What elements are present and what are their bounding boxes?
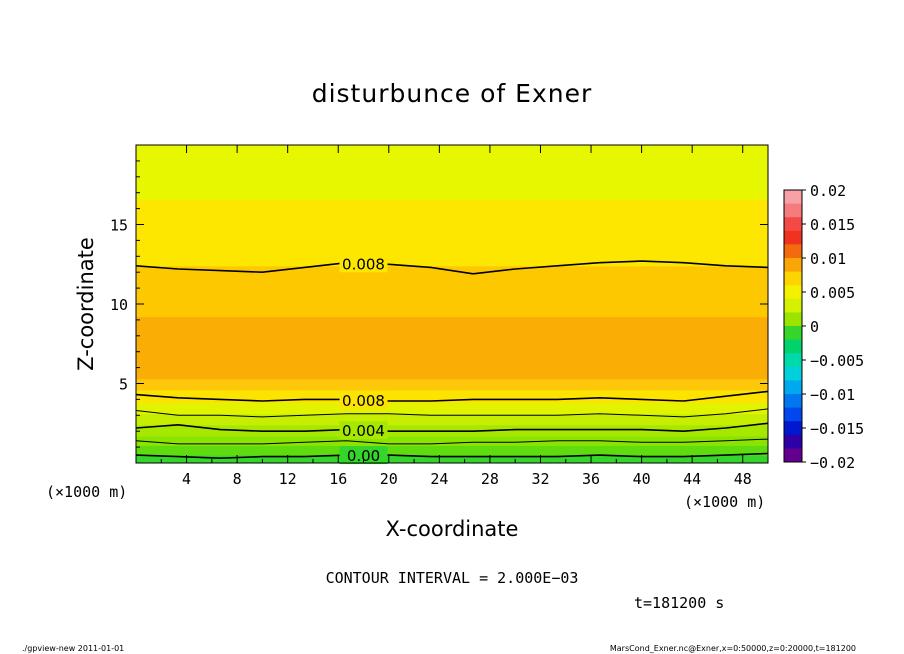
- contour-band-0: [136, 455, 768, 464]
- colorbar-segment-11: [784, 339, 802, 354]
- colorbar-label: 0.01: [810, 250, 846, 268]
- colorbar-label: 0: [810, 318, 819, 336]
- colorbar-segment-15: [784, 394, 802, 408]
- colorbar-segment-16: [784, 407, 802, 422]
- contour-lines: 0.008 0.008 0.004 0.00: [135, 254, 769, 465]
- colorbar-label: 0.005: [810, 284, 855, 302]
- contour-line-1: [135, 390, 769, 402]
- x-tick-label: 32: [531, 470, 549, 488]
- colorbar-segment-4: [784, 244, 802, 259]
- contour-label-bg-0: [339, 254, 388, 273]
- colorbar-segment-2: [784, 217, 802, 232]
- colorbar-segment-19: [784, 448, 802, 463]
- contour-label-bg-5: [339, 446, 388, 465]
- x-axis-label: X-coordinate: [386, 517, 519, 541]
- contour-line-5: [135, 452, 769, 460]
- colorbar-segment-17: [784, 421, 802, 436]
- filled-contour-bands: [136, 145, 768, 464]
- contour-band-5: [136, 402, 768, 415]
- contour-band-4: [136, 413, 768, 426]
- x-tick-label: 4: [182, 470, 191, 488]
- colorbar-segment-14: [784, 380, 802, 395]
- colorbar-segment-9: [784, 312, 802, 327]
- contour-band-8: [136, 316, 768, 380]
- contour-label-1: 0.008: [342, 392, 385, 410]
- colorbar-segment-0: [784, 190, 802, 204]
- colorbar-labels: 0.02 0.015 0.01 0.005 0 −0.005 −0.01 −0.015 −0.0…: [802, 182, 864, 472]
- y-axis-ticks: 5 10 15: [110, 160, 768, 448]
- x-tick-label: 12: [279, 470, 297, 488]
- colorbar-segment-7: [784, 285, 802, 300]
- colorbar-label: 0.015: [810, 216, 855, 234]
- x-tick-label: 28: [481, 470, 499, 488]
- colorbar-label: −0.01: [810, 386, 855, 404]
- colorbar-segment-10: [784, 326, 802, 340]
- x-tick-label: 16: [329, 470, 347, 488]
- contour-label-bg-1: [339, 391, 388, 410]
- contour-label-5: 0.00: [347, 447, 380, 465]
- y-axis-label: Z-coordinate: [74, 237, 98, 371]
- colorbar-segment-18: [784, 434, 802, 449]
- colorbar: [784, 190, 802, 463]
- colorbar-segment-1: [784, 203, 802, 218]
- contour-band-1: [136, 445, 768, 456]
- chart-title: disturbunce of Exner: [312, 79, 593, 108]
- contour-line-3: [135, 422, 769, 433]
- contour-label-bg-3: [339, 421, 388, 440]
- contour-line-0: [135, 260, 769, 275]
- y-tick-label: 15: [110, 217, 128, 235]
- x-unit-label-right: (×1000 m): [684, 493, 765, 511]
- contour-band-2: [136, 435, 768, 447]
- footer-left: ./gpview-new 2011-01-01: [22, 644, 124, 653]
- x-tick-label: 24: [430, 470, 448, 488]
- colorbar-label: −0.015: [810, 420, 864, 438]
- colorbar-label: −0.005: [810, 352, 864, 370]
- time-stamp: t=181200 s: [634, 594, 724, 612]
- footer-right: MarsCond_Exner.nc@Exner,x=0:50000,z=0:20…: [610, 644, 856, 653]
- contour-band-10: [136, 199, 768, 267]
- contour-line-4: [135, 438, 769, 445]
- contour-label-0: 0.008: [342, 255, 385, 273]
- x-axis-ticks: 4 8 12 16 20 24 28 32 36 40 44 48: [160, 145, 752, 488]
- colorbar-label: 0.02: [810, 182, 846, 200]
- colorbar-label: −0.02: [810, 454, 855, 472]
- contour-band-9: [136, 265, 768, 318]
- contour-interval-text: CONTOUR INTERVAL = 2.000E−03: [326, 569, 579, 587]
- x-tick-label: 20: [380, 470, 398, 488]
- y-tick-label: 5: [119, 376, 128, 394]
- x-tick-label: 40: [633, 470, 651, 488]
- y-tick-label: 10: [110, 296, 128, 314]
- colorbar-segment-13: [784, 366, 802, 381]
- contour-band-7: [136, 378, 768, 391]
- contour-label-3: 0.004: [342, 422, 385, 440]
- x-tick-label: 44: [683, 470, 701, 488]
- x-unit-label-left: (×1000 m): [46, 483, 127, 501]
- colorbar-segment-6: [784, 271, 802, 286]
- colorbar-segment-8: [784, 298, 802, 313]
- colorbar-segment-5: [784, 258, 802, 272]
- contour-line-2: [135, 408, 769, 418]
- contour-band-11: [136, 145, 768, 200]
- x-tick-label: 8: [233, 470, 242, 488]
- plot-area: 0.008 0.008 0.004 0.00: [135, 144, 769, 465]
- x-tick-label: 48: [734, 470, 752, 488]
- colorbar-segment-3: [784, 230, 802, 245]
- x-tick-label: 36: [582, 470, 600, 488]
- colorbar-segment-12: [784, 353, 802, 368]
